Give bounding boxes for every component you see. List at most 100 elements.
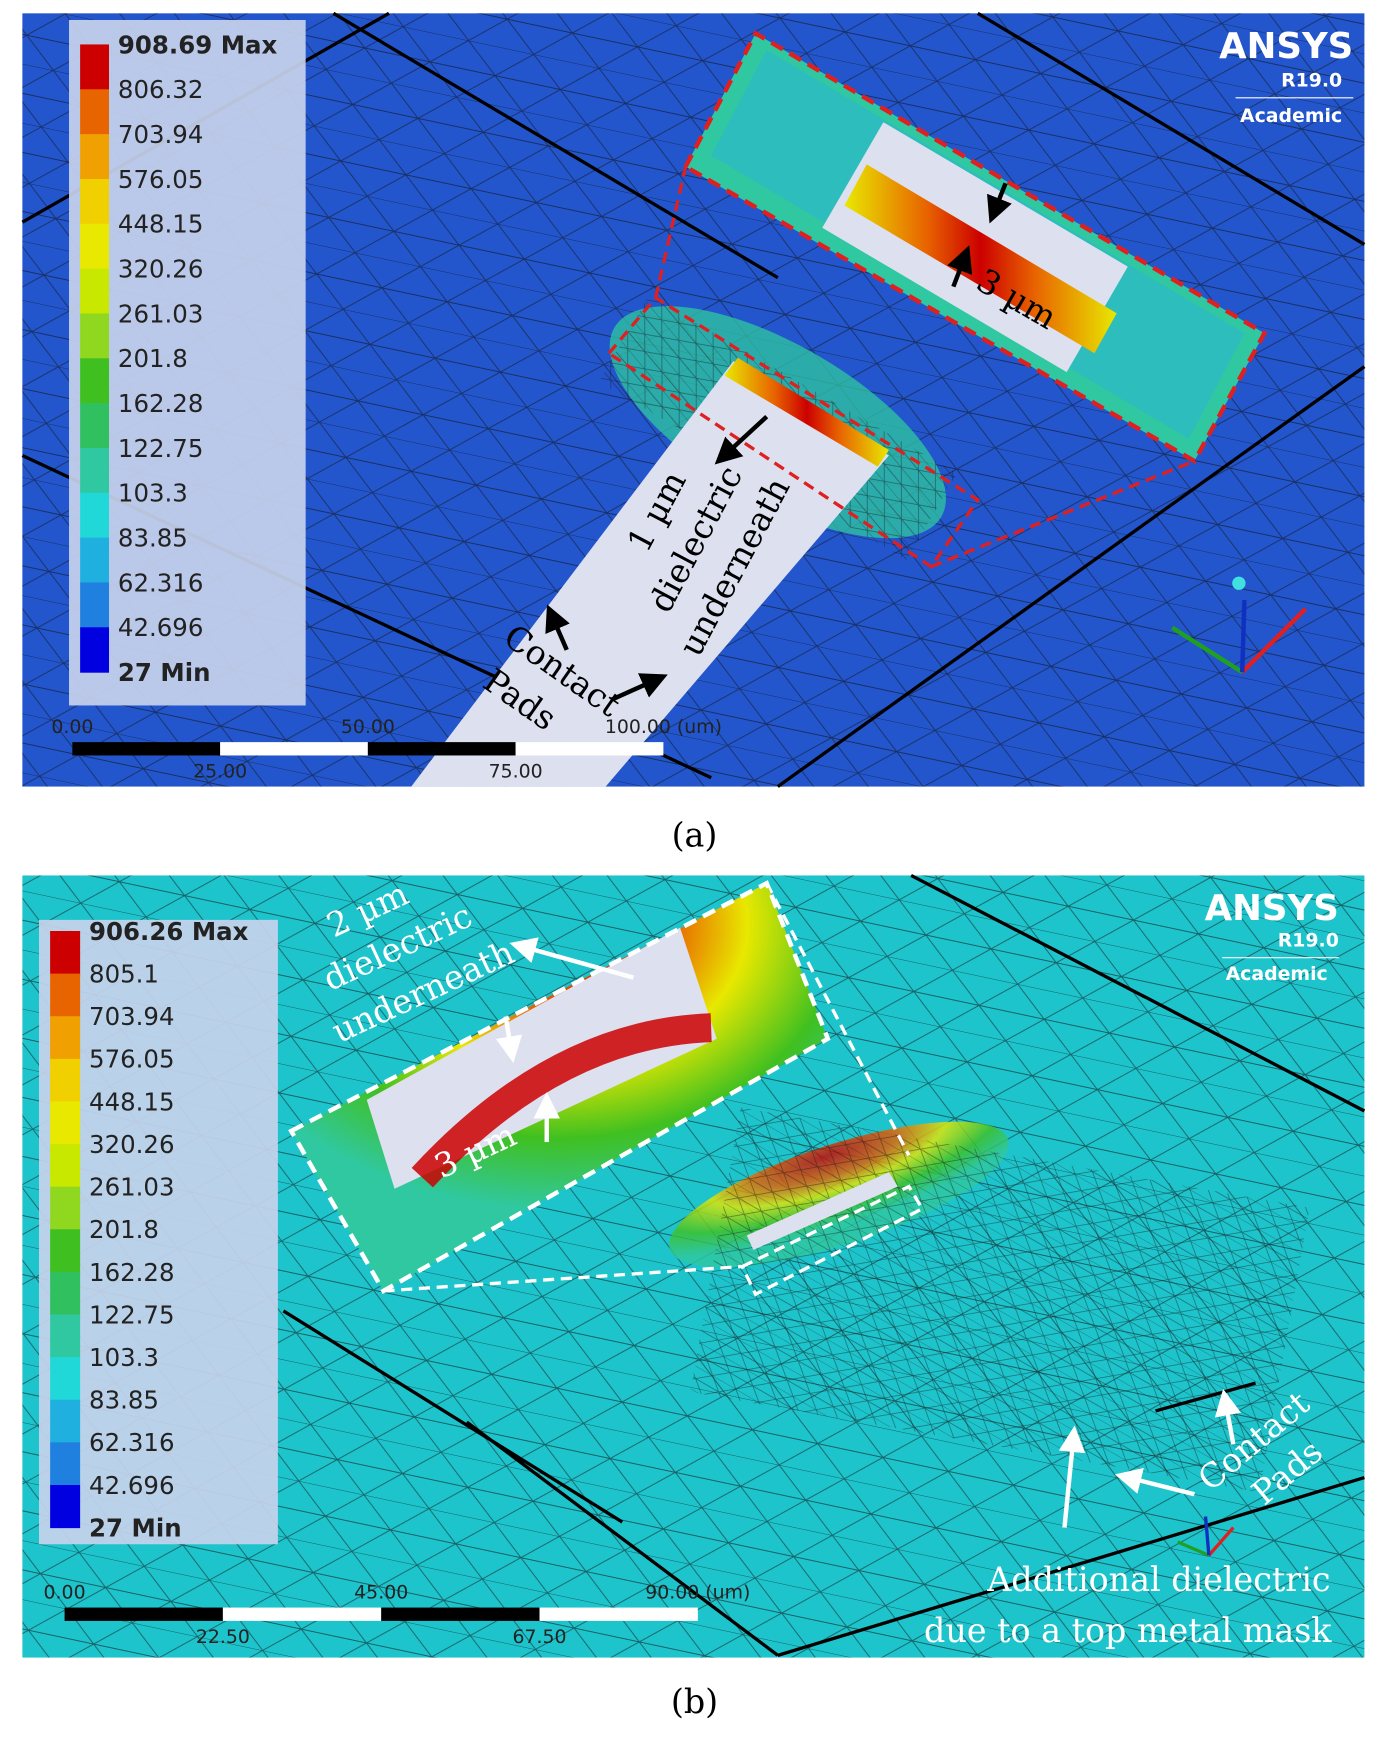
- legend-swatch: [80, 492, 110, 539]
- caption: (b): [671, 1682, 718, 1721]
- scale-segment: [367, 742, 516, 756]
- legend-swatch: [50, 1016, 81, 1060]
- scale-bar: 0.00 50.00 100.00 (um) 25.00 75.00: [51, 716, 722, 782]
- inset-box: [288, 880, 831, 1294]
- inset-hot-strip: [844, 164, 1117, 354]
- legend-label: 448.15: [89, 1087, 175, 1116]
- logo-edition: Academic: [1226, 963, 1328, 985]
- legend-swatch: [80, 582, 110, 628]
- legend-label: 122.75: [118, 434, 204, 463]
- legend-swatch: [50, 1101, 81, 1145]
- legend-label: 806.32: [118, 75, 204, 104]
- legend-swatch: [50, 1144, 81, 1188]
- scale-label: 90.00 (um): [645, 1582, 750, 1604]
- contact-pad: [746, 1172, 898, 1250]
- scale-segment: [539, 1607, 698, 1621]
- logo-version: R19.0: [1281, 70, 1342, 92]
- arrow: [987, 182, 1012, 224]
- zoom-source-box: [606, 295, 981, 569]
- legend-swatch: [50, 973, 81, 1017]
- hot-strip: [724, 357, 889, 467]
- legend-label: 703.94: [89, 1002, 175, 1031]
- scale-segment: [381, 1607, 540, 1621]
- legend-label: 162.28: [118, 389, 204, 418]
- legend-label: 320.26: [118, 255, 204, 284]
- legend-label: 62.316: [89, 1428, 175, 1457]
- scale-label: 22.50: [196, 1626, 250, 1648]
- zoom-lines: [383, 882, 911, 1293]
- scale-label: 75.00: [489, 761, 543, 783]
- legend-label: 42.696: [89, 1471, 175, 1500]
- legend-swatch: [50, 1186, 81, 1230]
- scale-label: 45.00: [354, 1582, 408, 1604]
- legend-label: 103.3: [89, 1343, 159, 1372]
- arrow: [1058, 1425, 1086, 1528]
- legend-label: 83.85: [89, 1386, 159, 1415]
- arrow: [947, 245, 973, 288]
- arrow: [509, 937, 634, 980]
- legend-label: 908.69 Max: [118, 30, 278, 59]
- legend-swatch: [80, 44, 110, 90]
- logo-edition: Academic: [1240, 105, 1342, 127]
- arrow: [714, 414, 769, 465]
- legend: 906.26 Max 805.1 703.94 576.05 448.15 320.26 2…: [39, 917, 278, 1545]
- axis-triad: [1177, 1516, 1235, 1557]
- legend-swatch: [80, 403, 110, 449]
- scale-segment: [220, 742, 368, 756]
- legend-swatch: [50, 1484, 81, 1529]
- inset-pad: [366, 927, 717, 1189]
- scale-bar: 0.00 45.00 90.00 (um) 22.50 67.50: [44, 1582, 751, 1648]
- legend-swatch: [80, 447, 110, 494]
- annotation: due to a top metal mask: [924, 1611, 1332, 1650]
- arrow: [545, 604, 570, 651]
- panel-b: 2 µm dielectric underneath 3 µm Contact …: [22, 873, 1366, 1658]
- legend-swatch: [50, 930, 81, 975]
- legend-label: 805.1: [89, 959, 159, 988]
- legend-swatch: [80, 358, 110, 404]
- edge-lines: [21, 11, 1366, 788]
- logo-name: ANSYS: [1205, 888, 1339, 929]
- legend-label: 27 Min: [118, 658, 211, 687]
- legend-label: 448.15: [118, 210, 204, 239]
- legend-swatch: [80, 268, 110, 315]
- legend-label: 103.3: [118, 479, 188, 508]
- legend-label: 261.03: [118, 299, 204, 328]
- arrow: [610, 673, 668, 702]
- legend-swatch: [50, 1357, 81, 1401]
- legend-label: 122.75: [89, 1300, 175, 1329]
- logo-name: ANSYS: [1219, 26, 1353, 67]
- legend-label: 906.26 Max: [89, 917, 249, 946]
- legend-label: 576.05: [89, 1045, 175, 1074]
- scale-label: 0.00: [44, 1582, 86, 1604]
- legend-label: 703.94: [118, 120, 204, 149]
- legend-label: 42.696: [118, 613, 204, 642]
- legend-swatch: [50, 1442, 81, 1486]
- legend-swatch: [80, 223, 110, 270]
- legend-swatch: [50, 1229, 81, 1273]
- legend-swatch: [80, 627, 110, 673]
- zoom-lines: [653, 166, 1196, 569]
- scale-label: 25.00: [193, 761, 247, 783]
- edge-lines: [282, 873, 1366, 1657]
- legend-swatch: [80, 537, 110, 584]
- legend: 908.69 Max 806.32 703.94 576.05 448.15 320.26…: [69, 19, 306, 706]
- inset-hot-zone: [411, 1013, 712, 1188]
- legend-label: 83.85: [118, 524, 188, 553]
- scale-label: 67.50: [512, 1626, 566, 1648]
- legend-swatch: [80, 134, 110, 180]
- legend-label: 576.05: [118, 165, 204, 194]
- legend-label: 201.8: [118, 344, 188, 373]
- arrow: [1214, 1388, 1242, 1445]
- legend-label: 201.8: [89, 1215, 159, 1244]
- panel-a: 3 µm 1 µm dielectric underneath Contact …: [21, 11, 1366, 788]
- legend-swatch: [50, 1058, 81, 1103]
- scale-label: 100.00 (um): [605, 716, 722, 738]
- arrow: [495, 1016, 523, 1064]
- scale-segment: [64, 1607, 223, 1621]
- scale-label: 50.00: [341, 716, 395, 738]
- legend-label: 162.28: [89, 1258, 175, 1287]
- legend-swatch: [50, 1399, 81, 1443]
- legend-label: 261.03: [89, 1173, 175, 1202]
- legend-swatch: [80, 89, 110, 135]
